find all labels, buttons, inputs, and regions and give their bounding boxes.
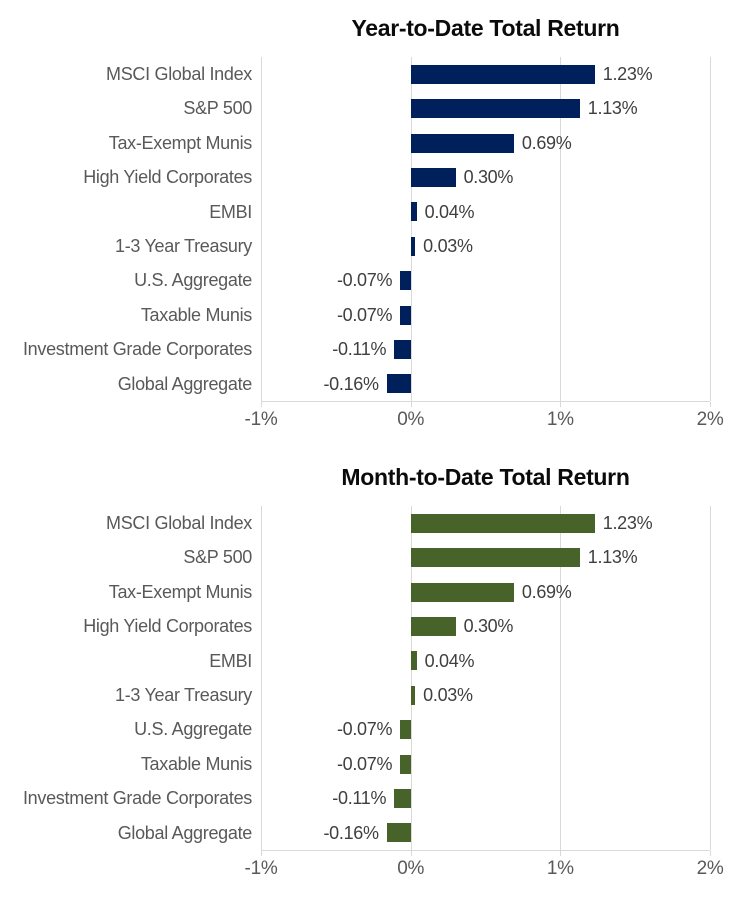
value-label: -0.11% <box>332 339 387 360</box>
category-label: U.S. Aggregate <box>134 270 252 291</box>
x-axis-line <box>261 850 711 856</box>
bar <box>394 788 411 808</box>
category-label: High Yield Corporates <box>83 167 252 188</box>
value-label: 1.23% <box>602 64 653 84</box>
category-label: High Yield Corporates <box>83 616 252 637</box>
value-label: 0.30% <box>463 616 514 637</box>
category-label: S&P 500 <box>183 547 252 568</box>
category-label: U.S. Aggregate <box>134 719 252 740</box>
chart-title: Year-to-Date Total Return <box>351 15 620 41</box>
gridline <box>261 57 262 401</box>
axis-tick <box>410 851 412 856</box>
category-label: Tax-Exempt Munis <box>108 581 253 602</box>
value-label: 1.13% <box>587 547 638 568</box>
category-label: MSCI Global Index <box>106 64 252 84</box>
bar <box>410 202 417 222</box>
category-label: Taxable Munis <box>140 753 252 774</box>
value-label: 0.69% <box>521 581 572 602</box>
bar <box>400 271 411 291</box>
category-label: EMBI <box>209 650 252 671</box>
bar <box>410 582 514 602</box>
value-label: -0.16% <box>323 373 379 394</box>
bar <box>410 651 417 671</box>
axis-tick <box>261 851 262 856</box>
value-label: 0.69% <box>521 132 572 153</box>
bar <box>410 548 580 568</box>
axis-tick <box>560 402 562 407</box>
bar <box>410 99 580 119</box>
bar <box>386 823 411 843</box>
x-axis-line <box>261 401 711 407</box>
axis-tick <box>560 851 562 856</box>
chart-body: MSCI Global Index S&P 500 Tax-Exempt Munis… <box>11 506 734 850</box>
gridline <box>410 506 412 850</box>
value-label: -0.07% <box>336 719 393 740</box>
bar <box>410 133 514 153</box>
bar <box>400 720 411 740</box>
bar <box>394 339 411 359</box>
category-label: Taxable Munis <box>140 304 252 325</box>
value-label: 0.04% <box>424 650 475 671</box>
category-label: Tax-Exempt Munis <box>108 132 253 153</box>
value-label: -0.07% <box>336 270 393 291</box>
bar <box>400 754 411 774</box>
chart-body: MSCI Global Index S&P 500 Tax-Exempt Munis… <box>11 57 734 401</box>
axis-tick-label: 1% <box>546 858 574 879</box>
axis-tick-label: 0% <box>397 858 425 879</box>
axis-tick-label: 2% <box>696 409 724 430</box>
axis-tick-label: 1% <box>546 409 574 430</box>
chart-title: Month-to-Date Total Return <box>341 464 630 490</box>
gridline <box>261 506 262 850</box>
category-label: 1-3 Year Treasury <box>115 235 252 256</box>
category-axis: MSCI Global Index S&P 500 Tax-Exempt Munis… <box>11 506 261 850</box>
x-axis-labels: -1% 0% 1% 2% <box>245 407 724 437</box>
value-label: -0.07% <box>336 304 393 325</box>
x-axis-labels: -1% 0% 1% 2% <box>245 856 724 886</box>
bar <box>386 374 411 394</box>
value-label: 0.30% <box>463 167 514 188</box>
value-label: 1.13% <box>587 98 638 119</box>
plot-area: 1.23% 1.13% 0.69% 0.30% 0.04% 0.03% -0.07% -0.0… <box>261 57 711 401</box>
bar <box>410 167 456 187</box>
category-label: MSCI Global Index <box>106 513 252 533</box>
ytd-total-return-chart: Year-to-Date Total Return MSCI Global In… <box>11 12 734 437</box>
axis-tick-label: -1% <box>244 858 278 879</box>
category-label: 1-3 Year Treasury <box>115 684 252 705</box>
gridline <box>560 57 562 401</box>
bar <box>410 64 595 84</box>
bar <box>410 513 595 533</box>
bar <box>410 616 456 636</box>
bar <box>410 685 416 705</box>
axis-tick-label: -1% <box>244 409 278 430</box>
bar <box>410 236 416 256</box>
gridline <box>710 57 711 401</box>
category-label: EMBI <box>209 201 252 222</box>
axis-tick <box>261 402 262 407</box>
bar <box>400 305 411 325</box>
gridline <box>710 506 711 850</box>
mtd-total-return-chart: Month-to-Date Total Return MSCI Global I… <box>11 461 734 886</box>
value-label: -0.16% <box>323 822 379 843</box>
axis-tick-label: 0% <box>397 409 425 430</box>
category-label: Investment Grade Corporates <box>22 339 252 360</box>
axis-tick-label: 2% <box>696 858 724 879</box>
axis-tick <box>710 402 711 407</box>
value-label: -0.07% <box>336 753 393 774</box>
value-label: 0.03% <box>423 685 473 705</box>
category-label: S&P 500 <box>183 98 252 119</box>
plot-area: 1.23% 1.13% 0.69% 0.30% 0.04% 0.03% -0.07% -0.0… <box>261 506 711 850</box>
category-label: Investment Grade Corporates <box>22 788 252 809</box>
category-axis: MSCI Global Index S&P 500 Tax-Exempt Munis… <box>11 57 261 401</box>
axis-tick <box>710 851 711 856</box>
value-label: 1.23% <box>602 513 653 533</box>
gridline <box>560 506 562 850</box>
category-label: Global Aggregate <box>117 822 253 843</box>
value-label: 0.03% <box>423 236 473 256</box>
value-label: 0.04% <box>424 201 475 222</box>
value-label: -0.11% <box>332 788 387 809</box>
gridline <box>410 57 412 401</box>
category-label: Global Aggregate <box>117 373 253 394</box>
axis-tick <box>410 402 412 407</box>
